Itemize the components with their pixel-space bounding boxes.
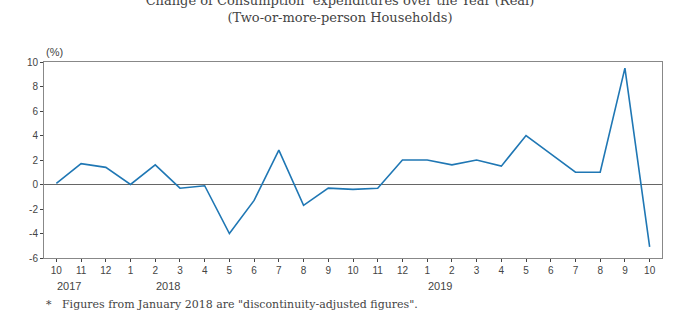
svg-text:7: 7 [573,265,579,276]
svg-text:6: 6 [251,265,257,276]
svg-text:10: 10 [51,265,63,276]
svg-text:2018: 2018 [156,280,180,292]
svg-text:5: 5 [523,265,529,276]
svg-text:2: 2 [449,265,455,276]
svg-text:3: 3 [474,265,480,276]
svg-text:0: 0 [32,179,38,190]
svg-text:8: 8 [32,81,38,92]
svg-text:-6: -6 [29,253,38,264]
svg-text:10: 10 [644,265,656,276]
svg-text:5: 5 [227,265,233,276]
svg-text:2019: 2019 [428,280,452,292]
svg-text:1: 1 [128,265,134,276]
svg-text:3: 3 [177,265,183,276]
svg-text:2: 2 [152,265,158,276]
svg-text:8: 8 [597,265,603,276]
svg-text:4: 4 [499,265,505,276]
svg-text:4: 4 [32,130,38,141]
svg-text:(%): (%) [46,46,63,58]
svg-text:1: 1 [424,265,430,276]
svg-text:Change of Consumption expendi: Change of Consumption expenditures over … [146,0,535,25]
svg-text:7: 7 [276,265,282,276]
svg-text:2: 2 [32,155,38,166]
svg-text:10: 10 [27,57,39,68]
svg-text:-4: -4 [29,228,38,239]
svg-text:11: 11 [76,265,87,276]
svg-text:8: 8 [301,265,307,276]
svg-text:6: 6 [548,265,554,276]
svg-text:6: 6 [32,106,38,117]
svg-text:-2: -2 [29,204,38,215]
svg-text:2017: 2017 [57,280,81,292]
svg-text:11: 11 [373,265,384,276]
svg-text:* Figures from January 2018: * Figures from January 2018 are "discont… [46,298,418,311]
svg-text:12: 12 [397,265,409,276]
svg-text:4: 4 [202,265,208,276]
svg-text:9: 9 [325,265,331,276]
svg-text:9: 9 [622,265,628,276]
svg-text:10: 10 [347,265,359,276]
svg-text:12: 12 [100,265,112,276]
